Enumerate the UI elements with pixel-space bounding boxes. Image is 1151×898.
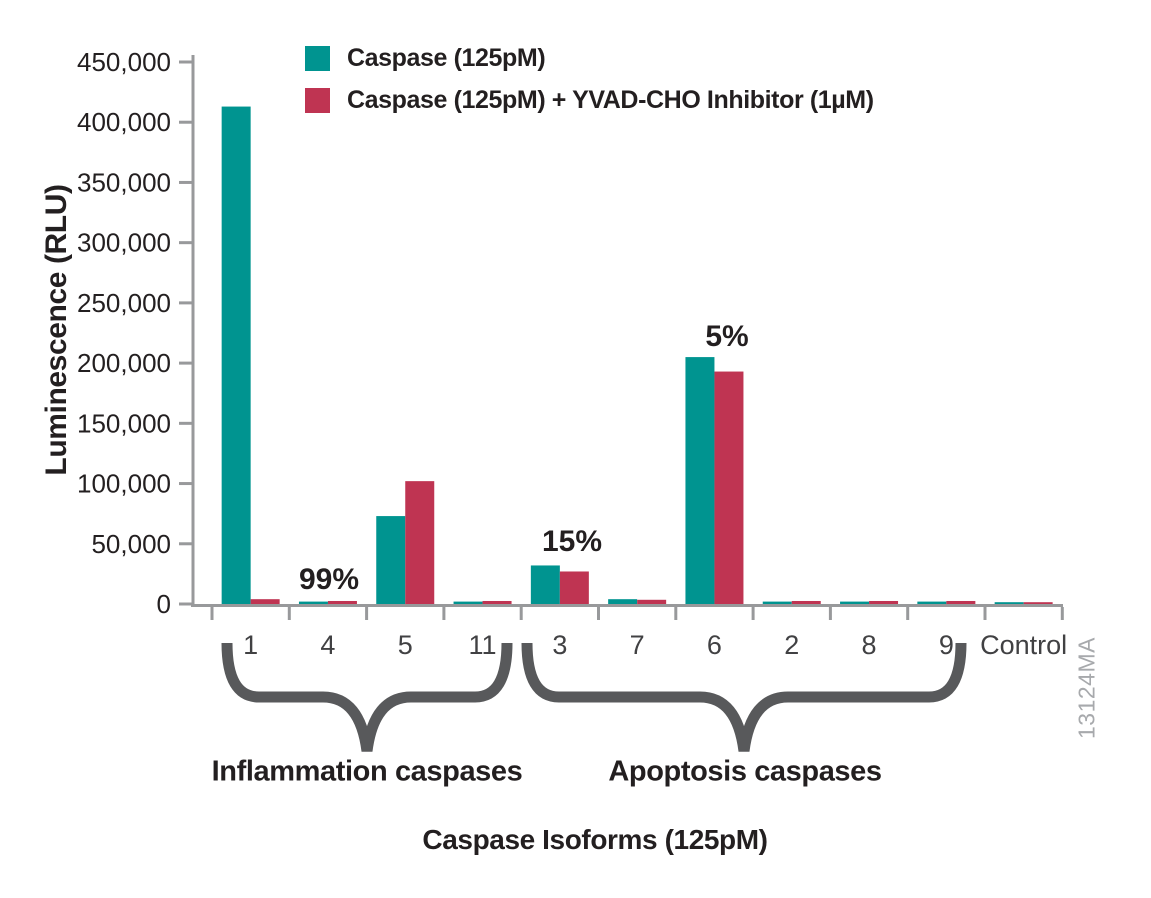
y-tick-label: 250,000: [77, 288, 171, 318]
x-category-label-1: 1: [243, 630, 258, 660]
bar-caspase-8-untreated: [840, 601, 870, 604]
y-tick-label: 200,000: [77, 348, 171, 378]
y-tick-label: 300,000: [77, 228, 171, 258]
x-category-label-4: 4: [320, 630, 335, 660]
bar-caspase-11-inhibited: [482, 600, 512, 604]
annotation-5%: 5%: [705, 320, 748, 353]
x-category-label-7: 7: [630, 630, 645, 660]
group-label-apoptosis: Apoptosis caspases: [608, 755, 882, 788]
y-tick-label: 100,000: [77, 469, 171, 499]
legend-swatch-caspase-icon: [305, 46, 330, 71]
y-tick-label: 450,000: [77, 47, 171, 77]
bar-caspase-6-untreated: [685, 357, 715, 604]
x-category-label-Control: Control: [980, 630, 1067, 660]
brace-apoptosis: [521, 642, 967, 752]
y-tick-label: 400,000: [77, 107, 171, 137]
bar-caspase-9-inhibited: [946, 600, 976, 604]
annotation-99%: 99%: [299, 563, 359, 596]
legend-item-inhibitor: Caspase (125pM) + YVAD-CHO Inhibitor (1µ…: [305, 86, 874, 115]
bar-caspase-3-untreated: [530, 565, 560, 604]
legend: Caspase (125pM) Caspase (125pM) + YVAD-C…: [305, 44, 874, 115]
legend-item-caspase: Caspase (125pM): [305, 44, 874, 73]
brace-inflammation: [221, 642, 513, 752]
legend-swatch-inhibitor-icon: [305, 88, 330, 113]
x-category-label-9: 9: [939, 630, 954, 660]
bar-caspase-11-untreated: [453, 601, 483, 604]
x-category-label-11: 11: [469, 630, 497, 660]
y-tick-label: 0: [157, 589, 171, 619]
bar-caspase-Control-untreated: [994, 602, 1024, 604]
x-category-label-3: 3: [552, 630, 567, 660]
bar-caspase-8-inhibited: [869, 600, 899, 604]
legend-label-inhibitor: Caspase (125pM) + YVAD-CHO Inhibitor (1µ…: [347, 86, 874, 114]
x-axis-title: Caspase Isoforms (125pM): [422, 824, 768, 855]
annotation-15%: 15%: [542, 525, 602, 558]
y-axis-title: Luminescence (RLU): [40, 184, 73, 476]
watermark-figure-number: 13124MA: [1073, 637, 1100, 739]
x-category-label-5: 5: [398, 630, 413, 660]
x-category-label-2: 2: [784, 630, 799, 660]
bar-caspase-9-untreated: [917, 601, 947, 604]
bar-caspase-1-untreated: [221, 106, 251, 604]
bar-caspase-4-untreated: [298, 601, 328, 604]
x-category-label-6: 6: [707, 630, 722, 660]
bar-caspase-3-inhibited: [559, 571, 589, 604]
group-label-inflammation: Inflammation caspases: [211, 755, 523, 788]
bar-caspase-2-untreated: [762, 601, 792, 604]
y-tick-label: 150,000: [77, 408, 171, 438]
bar-caspase-2-inhibited: [791, 600, 821, 604]
legend-label-caspase: Caspase (125pM): [347, 44, 546, 72]
bar-caspase-7-untreated: [608, 599, 638, 604]
bar-caspase-5-inhibited: [405, 481, 435, 604]
bar-caspase-6-inhibited: [714, 371, 744, 604]
bar-caspase-4-inhibited: [327, 600, 357, 604]
bar-caspase-7-inhibited: [637, 599, 667, 604]
bar-caspase-5-untreated: [376, 516, 406, 604]
bar-caspase-1-inhibited: [250, 599, 280, 604]
x-category-label-8: 8: [862, 630, 877, 660]
bar-caspase-Control-inhibited: [1023, 602, 1053, 604]
y-tick-label: 50,000: [91, 529, 171, 559]
y-tick-label: 350,000: [77, 167, 171, 197]
